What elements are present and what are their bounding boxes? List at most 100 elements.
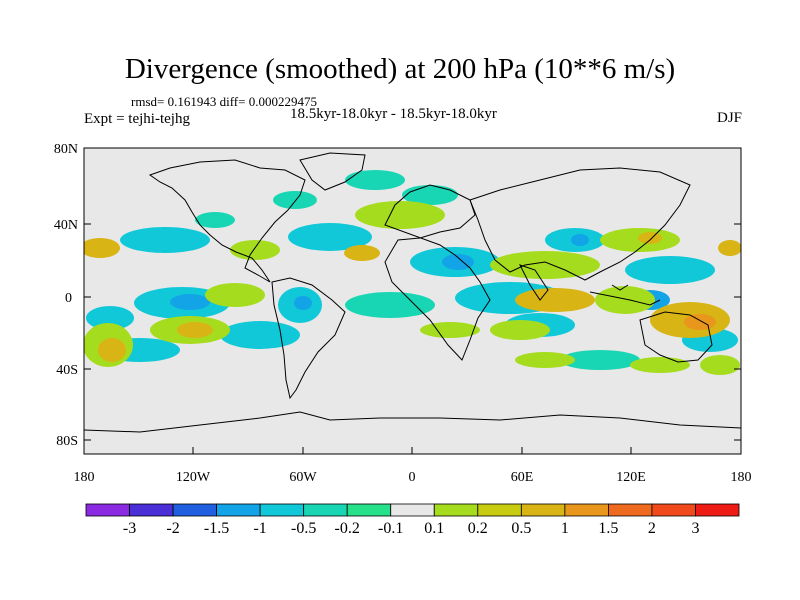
pos-blob bbox=[355, 201, 445, 229]
lon-label-180e: 180 bbox=[731, 470, 752, 485]
colorbar-swatch bbox=[520, 503, 566, 517]
lat-label-40n: 40N bbox=[54, 218, 78, 233]
neg-blob bbox=[345, 170, 405, 190]
colorbar-label: -0.2 bbox=[334, 520, 360, 537]
lon-label-120w: 120W bbox=[176, 470, 211, 485]
pos-blob bbox=[490, 320, 550, 340]
colorbar-swatch bbox=[303, 503, 348, 517]
colorbar-label: -1.5 bbox=[203, 520, 230, 537]
colorbar-label: 1 bbox=[560, 520, 569, 537]
colorbar-label: -2 bbox=[166, 520, 180, 537]
lon-labels: 180 120W 60W 0 60E 120E 180 bbox=[74, 470, 752, 485]
pos-blob bbox=[700, 355, 740, 375]
neg-blob bbox=[170, 294, 210, 310]
neg-blob bbox=[273, 191, 317, 209]
pos-blob bbox=[420, 322, 480, 338]
neg-blob bbox=[86, 306, 134, 330]
coastlines bbox=[84, 152, 741, 433]
lon-label-60w: 60W bbox=[289, 470, 317, 485]
colorbar-label: 1.5 bbox=[598, 520, 619, 537]
stats-line: rmsd= 0.161943 diff= 0.000229475 bbox=[131, 94, 317, 110]
diff-value: 0.000229475 bbox=[248, 94, 317, 109]
neg-blob bbox=[345, 292, 435, 318]
colorbar-swatch bbox=[216, 503, 261, 517]
colorbar bbox=[85, 503, 740, 517]
colorbar-swatch bbox=[433, 503, 479, 517]
colorbar-swatch bbox=[346, 503, 392, 517]
neg-blob bbox=[571, 234, 589, 246]
pos-blob bbox=[515, 352, 575, 368]
pos-blob bbox=[98, 338, 126, 362]
pos-blob bbox=[84, 238, 120, 258]
neg-blob bbox=[220, 321, 300, 349]
period-label: 18.5kyr-18.0kyr - 18.5kyr-18.0kyr bbox=[290, 106, 497, 122]
neg-blob bbox=[625, 256, 715, 284]
diff-label: diff= bbox=[219, 94, 246, 109]
neg-blob bbox=[120, 227, 210, 253]
colorbar-swatch bbox=[564, 503, 609, 517]
neg-blob bbox=[560, 350, 640, 370]
colorbar-swatch bbox=[259, 503, 305, 517]
divergence-field bbox=[84, 170, 741, 375]
season-label: DJF bbox=[716, 110, 742, 126]
neg-blob bbox=[442, 254, 474, 270]
lon-label-60e: 60E bbox=[511, 470, 534, 485]
colorbar-label: 0.2 bbox=[467, 520, 488, 537]
colorbar-swatch bbox=[85, 503, 130, 517]
neg-blob bbox=[294, 296, 312, 310]
colorbar-swatch bbox=[477, 503, 522, 517]
pos-blob bbox=[595, 286, 655, 314]
pos-blob bbox=[638, 232, 662, 244]
colorbar-label: 0.1 bbox=[424, 520, 445, 537]
colorbar-label: -3 bbox=[122, 520, 137, 537]
coast-antarctica bbox=[84, 411, 741, 433]
colorbar-label: -1 bbox=[253, 520, 267, 537]
pos-blob bbox=[515, 288, 595, 312]
lon-label-180w: 180 bbox=[74, 470, 95, 485]
colorbar-swatch bbox=[651, 503, 696, 517]
coast-europe-africa bbox=[384, 184, 491, 361]
pos-blob bbox=[344, 245, 380, 261]
colorbar-label: 0.5 bbox=[511, 520, 532, 537]
coast-australia bbox=[639, 311, 713, 363]
coast-south-america bbox=[271, 277, 346, 400]
neg-blob bbox=[195, 212, 235, 228]
pos-blob bbox=[630, 357, 690, 373]
coast-indonesia bbox=[589, 284, 661, 306]
lat-labels: 80N 40N 0 40S 80S bbox=[54, 142, 78, 449]
colorbar-label: 2 bbox=[647, 520, 656, 537]
lat-label-80n: 80N bbox=[54, 142, 78, 157]
pos-blob bbox=[230, 240, 280, 260]
pos-blob bbox=[684, 314, 716, 330]
lat-label-40s: 40S bbox=[56, 363, 78, 378]
colorbar-swatch bbox=[390, 503, 435, 517]
neg-blob bbox=[288, 223, 372, 251]
pos-blob bbox=[490, 251, 600, 279]
rmsd-label: rmsd= bbox=[131, 94, 165, 109]
negative-regions bbox=[86, 170, 738, 370]
colorbar-label: -0.5 bbox=[290, 520, 317, 537]
coast-asia bbox=[469, 167, 691, 281]
colorbar-swatch bbox=[172, 503, 217, 517]
lat-label-80s: 80S bbox=[56, 434, 78, 449]
pos-blob bbox=[205, 283, 265, 307]
ticks bbox=[83, 147, 742, 454]
coast-north-america bbox=[148, 159, 306, 283]
colorbar-label: 3 bbox=[691, 520, 700, 537]
colorbar-swatch bbox=[695, 503, 740, 517]
colorbar-swatch bbox=[129, 503, 174, 517]
rmsd-value: 0.161943 bbox=[167, 94, 217, 109]
pos-blob bbox=[718, 240, 741, 256]
coast-india bbox=[519, 264, 549, 301]
colorbar-label: -0.1 bbox=[378, 520, 404, 537]
lat-label-0: 0 bbox=[65, 291, 72, 306]
colorbar-swatch bbox=[608, 503, 653, 517]
plot-title: Divergence (smoothed) at 200 hPa (10**6 … bbox=[124, 53, 676, 85]
lon-label-120e: 120E bbox=[616, 470, 646, 485]
lon-label-0: 0 bbox=[409, 470, 416, 485]
positive-regions bbox=[84, 201, 741, 375]
coast-greenland bbox=[299, 152, 366, 191]
pos-blob bbox=[177, 322, 213, 338]
experiment-label: Expt = tejhi-tejhg bbox=[84, 111, 190, 127]
